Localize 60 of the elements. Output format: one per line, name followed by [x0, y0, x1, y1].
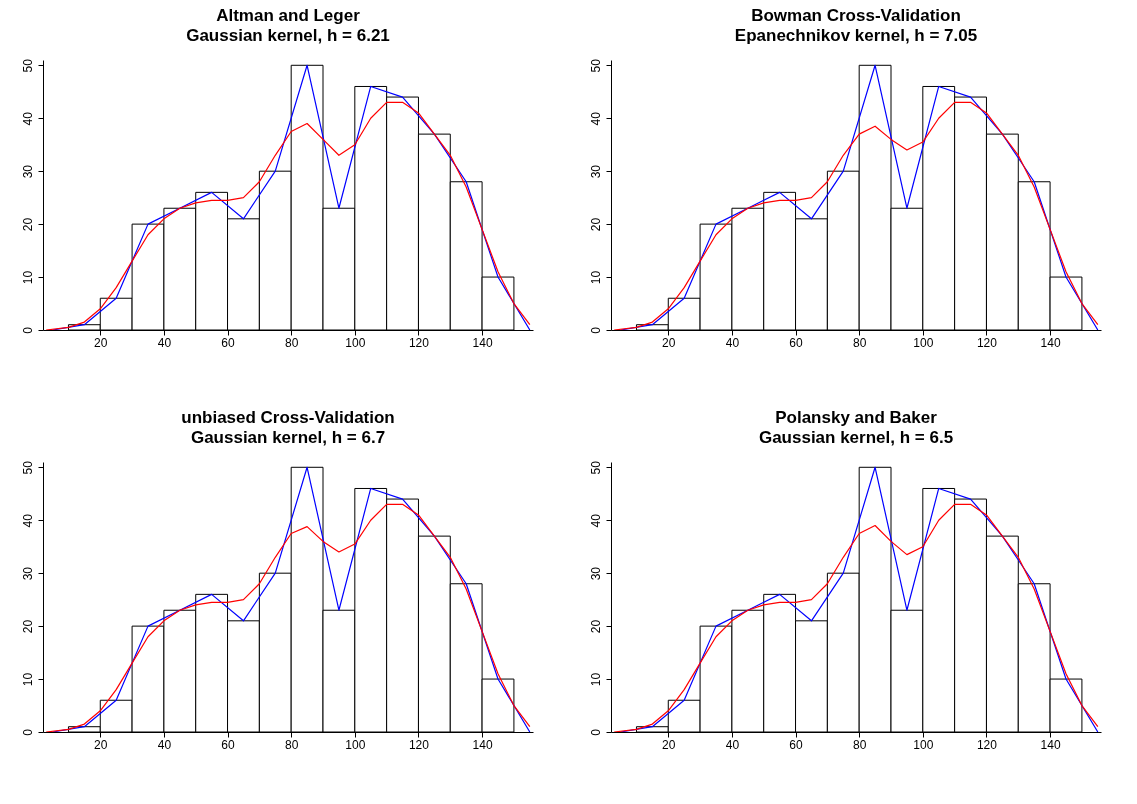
y-tick-label: 40 [588, 111, 603, 126]
chart-subtitle: Gaussian kernel, h = 6.21 [186, 25, 390, 45]
y-tick-label: 40 [20, 111, 35, 126]
x-tick-label: 100 [345, 737, 366, 752]
y-tick-label: 10 [588, 672, 603, 687]
y-tick-label: 0 [588, 326, 603, 334]
y-tick-label: 30 [588, 164, 603, 179]
x-tick-label: 80 [853, 335, 867, 350]
x-tick-label: 60 [221, 335, 236, 350]
x-tick-label: 60 [789, 335, 804, 350]
x-tick-label: 100 [913, 335, 934, 350]
x-tick-label: 120 [976, 737, 998, 752]
x-tick-label: 40 [725, 335, 740, 350]
y-tick-label: 50 [588, 460, 603, 475]
y-tick-label: 20 [20, 217, 35, 232]
y-tick-label: 10 [20, 672, 35, 687]
x-tick-label: 20 [94, 737, 108, 752]
x-tick-label: 80 [285, 737, 299, 752]
x-tick-label: 40 [157, 335, 172, 350]
y-tick-label: 0 [20, 326, 35, 334]
y-tick-label: 40 [20, 513, 35, 528]
y-tick-label: 50 [20, 460, 35, 475]
x-tick-label: 80 [853, 737, 867, 752]
x-tick-label: 60 [789, 737, 804, 752]
y-tick-label: 50 [20, 58, 35, 73]
chart-title: Polansky and Baker [775, 407, 938, 427]
y-tick-label: 20 [588, 619, 603, 634]
y-tick-label: 50 [588, 58, 603, 73]
y-tick-label: 20 [20, 619, 35, 634]
x-tick-label: 120 [408, 335, 430, 350]
x-tick-label: 140 [472, 335, 493, 350]
y-tick-label: 0 [588, 728, 603, 736]
y-tick-label: 10 [20, 270, 35, 285]
y-tick-label: 20 [588, 217, 603, 232]
x-tick-label: 20 [662, 737, 676, 752]
y-tick-label: 30 [20, 164, 35, 179]
x-tick-label: 20 [662, 335, 676, 350]
x-tick-label: 40 [725, 737, 740, 752]
chart-subtitle: Gaussian kernel, h = 6.7 [190, 427, 386, 447]
y-tick-label: 0 [20, 728, 35, 736]
x-tick-label: 80 [285, 335, 299, 350]
chart-subtitle: Gaussian kernel, h = 6.5 [758, 427, 954, 447]
chart-subtitle: Epanechnikov kernel, h = 7.05 [734, 25, 978, 45]
x-tick-label: 100 [913, 737, 934, 752]
x-tick-label: 140 [1040, 335, 1061, 350]
x-tick-label: 140 [472, 737, 493, 752]
x-tick-label: 120 [976, 335, 998, 350]
y-tick-label: 30 [588, 566, 603, 581]
y-tick-label: 30 [20, 566, 35, 581]
chart-title: unbiased Cross-Validation [181, 407, 395, 427]
x-tick-label: 40 [157, 737, 172, 752]
x-tick-label: 100 [345, 335, 366, 350]
x-tick-label: 120 [408, 737, 430, 752]
x-tick-label: 20 [94, 335, 108, 350]
x-tick-label: 140 [1040, 737, 1061, 752]
chart-title: Altman and Leger [216, 5, 361, 25]
chart-title: Bowman Cross-Validation [751, 5, 961, 25]
y-tick-label: 40 [588, 513, 603, 528]
x-tick-label: 60 [221, 737, 236, 752]
y-tick-label: 10 [588, 270, 603, 285]
